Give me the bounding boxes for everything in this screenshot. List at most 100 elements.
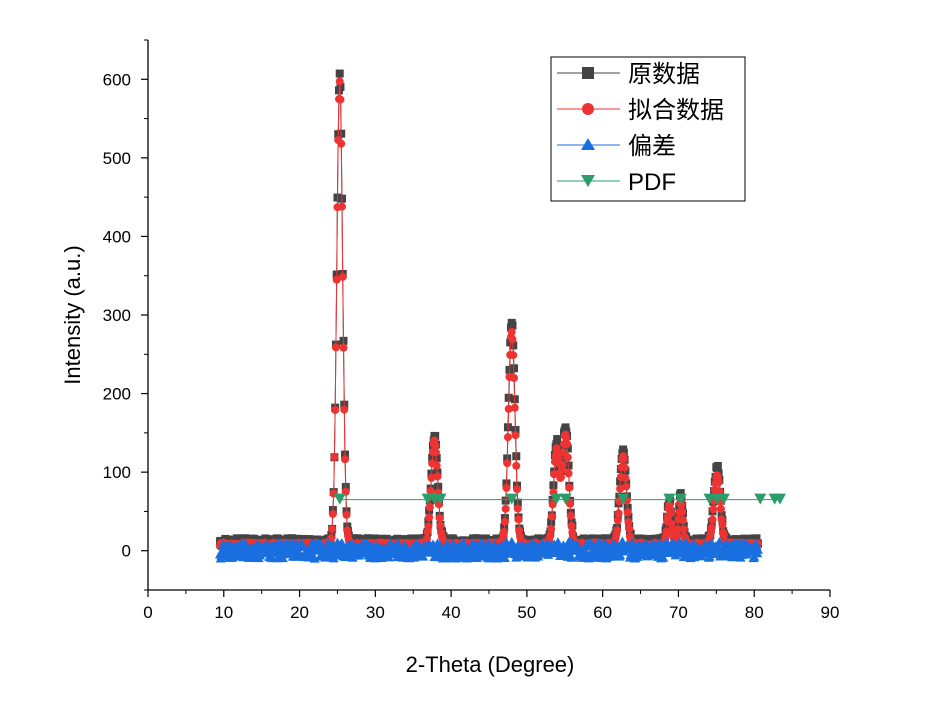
fit-data-point: [503, 433, 512, 442]
fit-data-point: [548, 500, 557, 509]
x-tick-label: 50: [517, 603, 536, 622]
y-axis-label: Intensity (a.u.): [60, 245, 85, 384]
pdf-marker: [617, 493, 630, 505]
raw-data-point: [676, 489, 685, 498]
fit-data-point: [335, 77, 344, 86]
fit-data-point: [559, 448, 568, 457]
fit-data-point: [328, 509, 337, 518]
fit-data-point: [504, 404, 513, 413]
deviation-point: [579, 545, 590, 555]
pdf-marker: [550, 493, 563, 505]
raw-data-point: [561, 423, 570, 432]
fit-data-point: [673, 525, 682, 534]
fit-data-point: [622, 482, 631, 491]
fit-data-point: [613, 526, 622, 535]
fit-data-point: [510, 373, 519, 382]
fit-data-point: [339, 343, 348, 352]
x-tick-label: 10: [214, 603, 233, 622]
pdf-marker: [674, 493, 687, 505]
fit-data-point: [613, 516, 622, 525]
x-tick-label: 30: [366, 603, 385, 622]
fit-data-point: [331, 343, 340, 352]
pdf-marker: [434, 493, 447, 505]
fit-data-point: [558, 460, 567, 469]
series-pdf: [333, 493, 786, 505]
deviation-point: [658, 552, 669, 562]
raw-data-point: [553, 435, 562, 444]
fit-data-point: [564, 469, 573, 478]
pdf-marker: [333, 493, 346, 505]
pdf-marker: [663, 493, 676, 505]
pdf-marker: [717, 493, 730, 505]
raw-data-point: [713, 461, 722, 470]
y-tick-label: 400: [103, 227, 131, 246]
fit-data-point: [614, 509, 623, 518]
deviation-point: [681, 537, 692, 547]
legend-marker-triangle-up: [581, 138, 595, 150]
pdf-marker: [703, 493, 716, 505]
fit-data-point: [432, 461, 441, 470]
fit-data-point: [678, 507, 687, 516]
fit-data-point: [677, 501, 686, 510]
deviation-point: [714, 536, 725, 546]
deviation-point: [499, 553, 510, 563]
x-tick-label: 90: [821, 603, 840, 622]
x-axis-label: 2-Theta (Degree): [406, 652, 575, 677]
legend-marker-square: [582, 67, 594, 79]
fit-data-point: [709, 505, 718, 514]
fit-data-point: [331, 406, 340, 415]
fit-data-point: [625, 524, 634, 533]
fit-data-point: [515, 526, 524, 535]
fit-data-point: [342, 510, 351, 519]
fit-data-point: [546, 531, 555, 540]
fit-data-point: [719, 531, 728, 540]
fit-data-point: [513, 504, 522, 513]
fit-data-point: [513, 485, 522, 494]
fit-data-point: [328, 525, 337, 534]
fit-data-point: [508, 335, 517, 344]
deviation-point: [753, 544, 764, 554]
raw-data-point: [336, 83, 345, 92]
data-layer: [214, 69, 786, 563]
raw-data-point: [335, 69, 344, 78]
deviation-point: [336, 538, 347, 548]
pdf-marker: [754, 493, 767, 505]
fit-data-point: [707, 523, 716, 532]
y-tick-label: 0: [122, 542, 131, 561]
fit-data-point: [435, 514, 444, 523]
x-tick-label: 80: [745, 603, 764, 622]
fit-data-point: [563, 439, 572, 448]
legend-marker-circle: [582, 103, 594, 115]
fit-data-point: [338, 272, 347, 281]
raw-data-point: [508, 321, 517, 330]
fit-data-point: [431, 442, 440, 451]
pdf-marker: [773, 493, 786, 505]
x-tick-label: 20: [290, 603, 309, 622]
fit-data-point: [340, 405, 349, 414]
fit-data-point: [426, 486, 435, 495]
fit-data-point: [566, 499, 575, 508]
fit-data-point: [619, 455, 628, 464]
fit-data-point: [337, 139, 346, 148]
legend-label: PDF: [628, 169, 676, 196]
fit-data-point: [503, 459, 512, 468]
fit-data-point: [431, 448, 440, 457]
ticks-layer: 0 10 20 30 40 50 60 70 80 90 0 100 200 300 400 500 600: [103, 39, 840, 622]
fit-data-point: [501, 504, 510, 513]
fit-data-point: [336, 95, 345, 104]
fit-data-point: [547, 512, 556, 521]
raw-data-point: [431, 432, 440, 441]
fit-data-point: [500, 517, 509, 526]
fit-data-point: [337, 202, 346, 211]
fit-data-point: [565, 483, 574, 492]
fit-data-point: [623, 508, 632, 517]
fit-data-point: [509, 351, 518, 360]
fit-data-point: [502, 483, 511, 492]
fit-data-point: [512, 461, 521, 470]
fit-data-point: [427, 473, 436, 482]
fit-data-point: [714, 478, 723, 487]
fit-data-point: [620, 463, 629, 472]
fit-data-point: [424, 522, 433, 531]
fit-data-point: [510, 403, 519, 412]
